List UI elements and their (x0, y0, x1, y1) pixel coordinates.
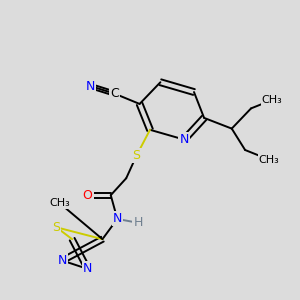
Text: N: N (83, 262, 92, 275)
Text: S: S (133, 149, 141, 162)
Text: C: C (110, 87, 119, 100)
Text: CH₃: CH₃ (259, 154, 279, 164)
Text: N: N (58, 254, 67, 267)
Text: N: N (112, 212, 122, 226)
Text: CH₃: CH₃ (262, 95, 282, 105)
Text: S: S (52, 221, 60, 234)
Text: O: O (82, 189, 92, 202)
Text: N: N (86, 80, 95, 93)
Text: H: H (134, 216, 143, 229)
Text: N: N (179, 133, 189, 146)
Text: CH₃: CH₃ (49, 198, 70, 208)
